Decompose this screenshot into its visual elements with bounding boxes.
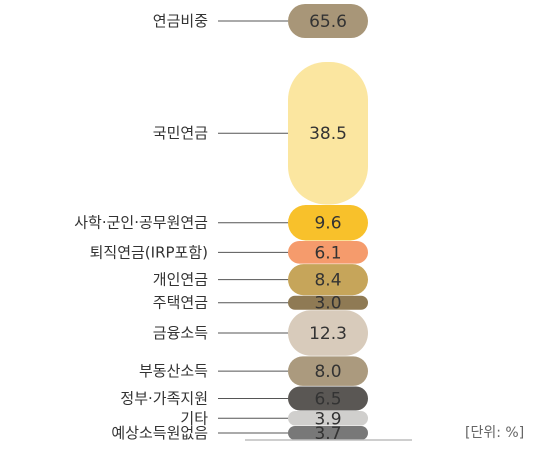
value-label-9: 3.7 [314, 424, 341, 444]
category-label-1: 사학·군인·공무원연금 [74, 214, 208, 232]
segment-0 [288, 62, 368, 205]
segment-6 [288, 356, 368, 386]
category-label-5: 금융소득 [153, 324, 208, 342]
category-label-8: 기타 [180, 409, 208, 427]
value-label-1: 9.6 [314, 214, 341, 234]
category-label-7: 정부·가족지원 [120, 389, 208, 407]
segment-5 [288, 310, 368, 356]
value-label-7: 6.5 [314, 389, 341, 409]
total-label: 연금비중 [153, 12, 208, 30]
unit-note: [단위: %] [465, 425, 524, 441]
category-label-0: 국민연금 [153, 124, 208, 142]
segment-7 [288, 386, 368, 411]
segment-1 [288, 204, 368, 241]
category-label-2: 퇴직연금(IRP포함) [90, 243, 208, 261]
value-label-8: 3.9 [314, 409, 341, 429]
category-label-6: 부동산소득 [139, 362, 208, 380]
total-pill [288, 4, 368, 38]
value-label-5: 12.3 [309, 324, 347, 344]
category-label-9: 예상소득원없음 [111, 424, 208, 442]
leader-lines-layer [218, 20, 288, 434]
segment-4 [288, 295, 368, 310]
category-label-4: 주택연금 [153, 294, 208, 312]
value-label-4: 3.0 [314, 294, 341, 314]
segment-2 [288, 241, 368, 264]
segment-3 [288, 264, 368, 296]
segments-layer [288, 4, 368, 440]
value-label-3: 8.4 [314, 271, 341, 291]
total-value: 65.6 [309, 12, 347, 32]
value-label-6: 8.0 [314, 362, 341, 382]
value-labels-layer: 38.5 9.6 6.1 8.4 3.0 12.3 8.0 6.53.93.7 65.6 [309, 12, 347, 444]
segment-9 [288, 426, 368, 440]
value-label-0: 38.5 [309, 124, 347, 144]
value-label-2: 6.1 [314, 243, 341, 263]
category-label-3: 개인연금 [153, 271, 208, 289]
segment-8 [288, 411, 368, 426]
